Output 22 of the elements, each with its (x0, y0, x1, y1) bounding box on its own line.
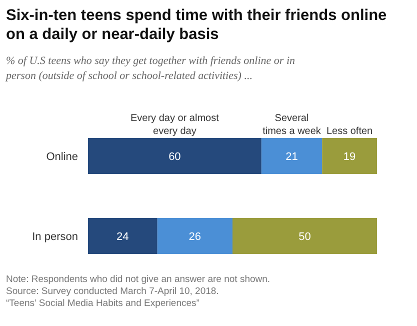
data-label: 21 (286, 151, 298, 163)
data-label: 24 (116, 231, 129, 243)
data-label: 50 (298, 231, 311, 243)
series-label: Several times a week (262, 113, 322, 137)
chart-title: Six-in-ten teens spend time with their friends online on a daily or near-daily basis (6, 7, 388, 43)
bar (88, 138, 262, 174)
bar (88, 218, 158, 254)
y-tick-label: In person (32, 231, 78, 243)
data-label: 60 (168, 151, 181, 163)
source-note: Source: Survey conducted March 7-April 10, 2018. (6, 286, 219, 297)
text: “Teens’ Social Media Habits and Experiences” (6, 298, 200, 309)
bar (157, 218, 232, 254)
data-label: 26 (188, 231, 202, 243)
annotation: Note: Respondents who did not give an answer are not shown. (6, 274, 270, 285)
chart-subtitle: % of U.S teens who say they get together with friends online or in person (outside of school or school-related activities) ... (5, 55, 296, 82)
series-label: Less often (326, 126, 373, 137)
bar (322, 138, 377, 174)
data-label: 19 (343, 151, 356, 163)
y-tick-label: Online (46, 151, 78, 163)
series-label: Every day or almost every day (130, 113, 220, 137)
bar (261, 138, 322, 174)
bar (232, 218, 377, 254)
